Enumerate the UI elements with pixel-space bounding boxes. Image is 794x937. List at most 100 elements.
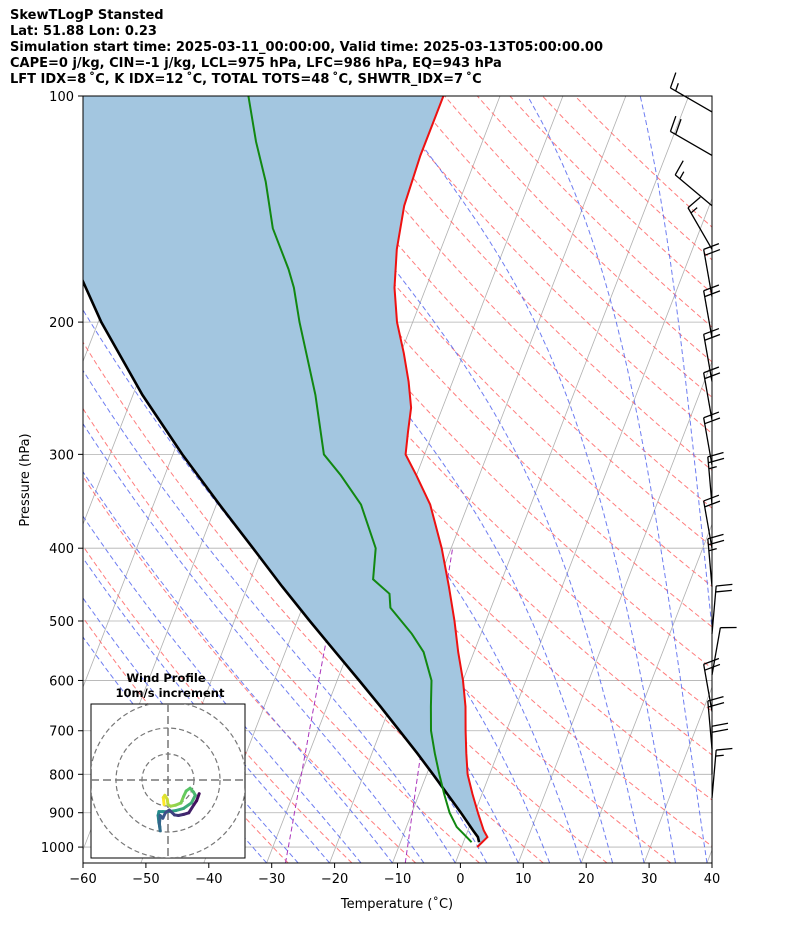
x-tick-label: −10 (384, 872, 411, 887)
barb-flag (675, 118, 682, 135)
barb-flag (669, 115, 677, 132)
y-axis-label: Pressure (hPa) (18, 433, 33, 526)
title-line-5: LFT IDX=8 ˚C, K IDX=12 ˚C, TOTAL TOTS=48… (10, 72, 482, 87)
barb-staff (707, 456, 713, 505)
moist-adiabat (639, 96, 712, 633)
wind-barb (707, 696, 725, 749)
barb-flag (687, 196, 701, 209)
barb-flag (703, 327, 720, 335)
dry-adiabat (118, 96, 712, 756)
barb-half-flag (708, 547, 717, 552)
y-tick-label: 100 (49, 90, 74, 105)
series-layer (83, 96, 489, 848)
x-tick-label: 30 (641, 872, 658, 887)
x-tick-label: −50 (132, 872, 159, 887)
barb-flag (707, 696, 724, 702)
title-line-3: Simulation start time: 2025-03-11_00:00:… (10, 40, 603, 55)
moist-adiabat (384, 96, 676, 863)
hodograph-segment (182, 801, 193, 810)
wind-barb (711, 722, 729, 775)
barb-staff (711, 627, 721, 676)
y-tick-label: 200 (49, 316, 74, 331)
barb-staff (707, 700, 713, 749)
barb-flag (669, 72, 677, 89)
inset-title: Wind Profile (126, 671, 206, 685)
barb-flag (716, 583, 733, 587)
wind-barb (703, 366, 721, 421)
parcel-profile-line (83, 278, 481, 843)
barb-flag (703, 243, 720, 251)
barb-staff (703, 334, 713, 382)
dry-adiabat (83, 212, 672, 863)
isotherm-line (706, 848, 712, 863)
barb-flag (703, 657, 720, 665)
wind-barbs (669, 72, 737, 798)
barb-staff (711, 750, 717, 798)
barb-flag (707, 533, 724, 540)
title-line-4: CAPE=0 j/kg, CIN=-1 j/kg, LCL=975 hPa, L… (10, 56, 502, 71)
y-tick-label: 800 (49, 768, 74, 783)
barb-flag (704, 333, 721, 341)
cin-area (83, 96, 488, 848)
wind-barb (711, 626, 737, 676)
barb-flag (704, 248, 721, 256)
axis-layer: −60 −50 −40 −30 −20 −10 0 10 20 30 40 100 200 300 400 5… (41, 90, 720, 887)
dewpoint-line (247, 96, 473, 843)
barb-staff (707, 538, 713, 587)
barb-half-flag (715, 754, 724, 757)
title-line-2: Lat: 51.88 Lon: 0.23 (10, 24, 157, 39)
y-tick-label: 300 (49, 448, 74, 463)
wind-profile-inset: Wind Profile 10m/s increment (90, 671, 246, 859)
dry-adiabat (313, 96, 712, 509)
wind-barb (707, 533, 725, 587)
dry-adiabat (476, 96, 712, 328)
barb-flag (708, 539, 725, 546)
x-tick-label: −40 (195, 872, 222, 887)
x-axis-label: Temperature (˚C) (340, 896, 453, 912)
wind-barb (703, 494, 721, 549)
wind-barb (687, 196, 713, 250)
barb-flag (704, 417, 721, 425)
moist-adiabat (104, 96, 582, 863)
barb-flag (704, 290, 721, 298)
moist-adiabat (83, 422, 425, 863)
barb-staff (703, 417, 713, 466)
x-tick-label: 20 (578, 872, 595, 887)
moist-adiabat (714, 96, 770, 863)
inset-subtitle: 10m/s increment (116, 686, 225, 700)
barb-staff (703, 372, 713, 421)
x-tick-label: 0 (456, 872, 464, 887)
isotherm-line (329, 96, 627, 863)
barb-flag (708, 702, 725, 708)
y-tick-label: 500 (49, 615, 74, 630)
barb-flag (704, 372, 721, 380)
barb-staff (703, 664, 713, 712)
wind-barb (711, 583, 733, 634)
chart-title: SkewTLogP Stansted Lat: 51.88 Lon: 0.23 … (10, 8, 603, 88)
barb-flag (674, 160, 684, 176)
barb-half-flag (679, 171, 685, 180)
dry-adiabat (509, 96, 712, 294)
moist-adiabat (527, 96, 708, 863)
barb-flag (703, 284, 720, 292)
x-tick-label: −30 (258, 872, 285, 887)
barb-staff (670, 87, 713, 113)
isotherm-line (580, 523, 712, 863)
barb-flag (716, 747, 733, 751)
barb-half-flag (708, 465, 717, 470)
barb-flag (711, 722, 729, 727)
x-tick-label: −20 (321, 872, 348, 887)
dry-adiabat (83, 341, 544, 863)
y-tick-label: 700 (49, 725, 74, 740)
moist-adiabat (83, 470, 393, 863)
barb-half-flag (690, 207, 698, 214)
barb-staff (703, 290, 713, 339)
hodograph-segment (187, 803, 196, 815)
wind-barb (711, 747, 733, 798)
x-tick-label: 40 (704, 872, 721, 887)
wind-barb (669, 115, 713, 157)
barb-flag (711, 728, 729, 733)
barb-staff (674, 174, 713, 207)
barb-staff (711, 585, 717, 634)
wind-barb (669, 72, 713, 113)
